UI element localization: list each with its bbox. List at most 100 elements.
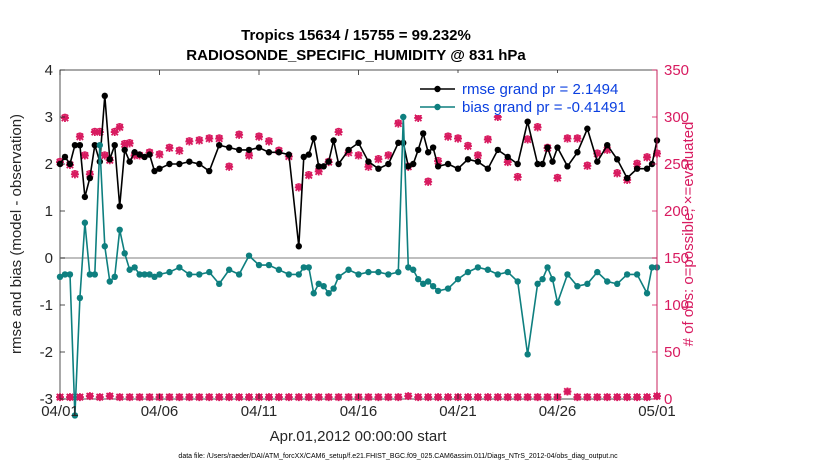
bias-point — [355, 271, 362, 278]
y-tick-label: 0 — [45, 250, 53, 267]
obs-bottom-evaluated-point — [85, 392, 94, 401]
bias-point — [116, 226, 123, 233]
obs-evaluated-point — [120, 140, 129, 149]
y-right-tick-label: 50 — [664, 344, 681, 361]
obs-evaluated-point — [354, 151, 363, 160]
bias-point — [549, 275, 556, 283]
y-axis-right-label: # of obs: o=possible; ×=evaluated — [680, 122, 697, 347]
rmse-point — [320, 163, 327, 170]
obs-bottom-evaluated-point — [563, 387, 572, 396]
legend-bias-label: bias grand pr = -0.41491 — [462, 99, 626, 116]
obs-evaluated-point — [583, 161, 592, 170]
bias-point — [141, 271, 148, 278]
x-tick-label: 04/16 — [340, 403, 378, 420]
obs-evaluated-point — [185, 137, 194, 146]
bias-point — [614, 280, 621, 288]
bias-point — [454, 275, 462, 283]
legend: rmse grand pr = 2.1494 bias grand pr = -… — [416, 73, 656, 116]
rmse-point — [86, 174, 94, 182]
obs-bottom-evaluated-point — [115, 393, 124, 402]
bias-point — [504, 268, 511, 276]
rmse-point — [131, 149, 138, 156]
obs-evaluated-point — [384, 151, 393, 160]
rmse-point — [126, 158, 133, 165]
bias-point — [196, 271, 203, 278]
obs-bottom-evaluated-point — [165, 393, 174, 402]
obs-bottom-evaluated-point — [434, 393, 443, 402]
bias-point — [206, 268, 213, 276]
obs-bottom-evaluated-point — [463, 393, 472, 402]
x-tick-label: 04/06 — [141, 403, 179, 420]
x-tick-label: 04/01 — [41, 403, 79, 420]
obs-evaluated-point — [70, 170, 79, 179]
rmse-point — [335, 160, 342, 168]
bias-point — [310, 290, 317, 297]
bias-point — [429, 283, 437, 290]
rmse-point — [345, 146, 352, 154]
obs-bottom-evaluated-point — [394, 393, 403, 402]
bias-point — [544, 264, 551, 271]
rmse-point — [91, 142, 99, 149]
chart-title: Tropics 15634 / 15755 = 99.232% — [241, 27, 471, 44]
rmse-point — [385, 160, 392, 168]
rmse-point — [255, 144, 263, 151]
legend-box — [416, 73, 656, 115]
rmse-point — [275, 149, 283, 156]
bias-point — [106, 278, 113, 285]
bias-point — [66, 271, 74, 278]
rmse-point — [245, 146, 253, 154]
bias-point — [648, 264, 656, 271]
obs-bottom-evaluated-point — [135, 393, 144, 402]
obs-bottom-evaluated-point — [235, 393, 244, 402]
bias-point — [584, 280, 591, 288]
obs-evaluated-point — [424, 177, 433, 186]
obs-bottom-evaluated-point — [543, 393, 552, 402]
bias-point — [444, 285, 452, 292]
obs-evaluated-point — [374, 155, 383, 164]
y-tick-label: 3 — [45, 109, 53, 126]
rmse-point — [235, 146, 243, 154]
obs-bottom-evaluated-point — [205, 393, 214, 402]
obs-bottom-evaluated-point — [473, 393, 482, 402]
rmse-point — [315, 163, 322, 170]
bias-point — [255, 261, 263, 269]
obs-bottom-evaluated-point — [583, 393, 592, 402]
bias-point — [320, 283, 327, 290]
rmse-point — [156, 165, 163, 172]
obs-bottom-evaluated-point — [483, 393, 492, 402]
rmse-point — [355, 139, 362, 147]
legend-rmse-marker — [434, 85, 441, 93]
obs-evaluated-point — [533, 123, 542, 132]
bias-point — [91, 271, 99, 278]
data-file-footnote: data file: /Users/raeder/DAI/ATM_forcXX/… — [178, 453, 618, 460]
rmse-point — [549, 158, 556, 165]
bias-point — [415, 275, 422, 283]
obs-evaluated-point — [175, 146, 184, 155]
obs-evaluated-point — [444, 132, 453, 141]
bias-point — [216, 280, 223, 288]
bias-point — [594, 268, 601, 276]
plot-area — [56, 69, 661, 419]
rmse-point — [474, 158, 482, 165]
bias-point — [156, 271, 163, 278]
y-tick-label: 4 — [45, 62, 53, 79]
rmse-point — [574, 149, 581, 156]
bias-point — [86, 271, 94, 278]
obs-evaluated-point — [294, 183, 303, 192]
y-right-tick-label: 100 — [664, 297, 689, 314]
rmse-point — [395, 139, 402, 147]
y-right-tick-label: 250 — [664, 156, 689, 173]
legend-bias-marker — [434, 103, 441, 111]
obs-bottom-evaluated-point — [185, 393, 194, 402]
rmse-point — [71, 142, 79, 149]
obs-evaluated-point — [394, 119, 403, 128]
rmse-point — [484, 165, 492, 172]
obs-evaluated-point — [130, 151, 139, 160]
bias-point — [335, 273, 342, 280]
obs-bottom-evaluated-point — [573, 393, 582, 402]
obs-evaluated-point — [110, 128, 119, 137]
y-right-tick-label: 0 — [664, 391, 672, 408]
rmse-point — [176, 160, 183, 168]
bias-point — [419, 280, 427, 288]
